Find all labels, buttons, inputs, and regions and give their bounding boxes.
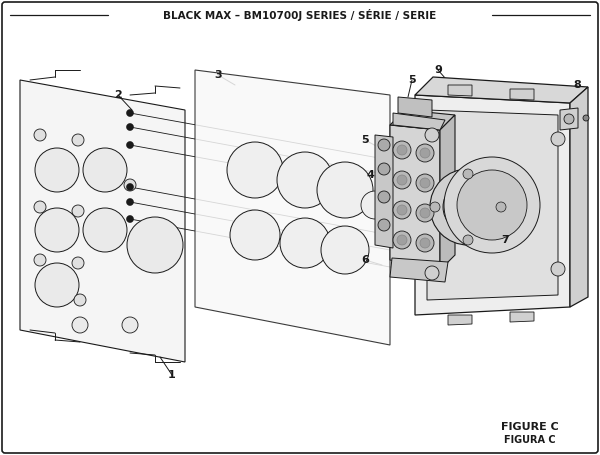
Circle shape bbox=[72, 257, 84, 269]
Polygon shape bbox=[448, 85, 472, 96]
Text: 8: 8 bbox=[573, 80, 581, 90]
Circle shape bbox=[127, 110, 133, 116]
Polygon shape bbox=[195, 70, 390, 345]
Text: 4: 4 bbox=[366, 170, 374, 180]
Circle shape bbox=[230, 210, 280, 260]
Circle shape bbox=[420, 148, 430, 158]
Polygon shape bbox=[510, 89, 534, 100]
Polygon shape bbox=[375, 135, 393, 248]
Circle shape bbox=[425, 266, 439, 280]
Circle shape bbox=[35, 263, 79, 307]
Circle shape bbox=[35, 148, 79, 192]
Circle shape bbox=[443, 182, 493, 232]
Circle shape bbox=[122, 317, 138, 333]
Text: FIGURA C: FIGURA C bbox=[504, 435, 556, 445]
Circle shape bbox=[227, 142, 283, 198]
Text: 6: 6 bbox=[361, 255, 369, 265]
Circle shape bbox=[378, 139, 390, 151]
Circle shape bbox=[127, 216, 133, 222]
Circle shape bbox=[34, 254, 46, 266]
Polygon shape bbox=[398, 97, 432, 117]
Circle shape bbox=[317, 162, 373, 218]
Circle shape bbox=[397, 145, 407, 155]
Circle shape bbox=[72, 134, 84, 146]
Circle shape bbox=[378, 191, 390, 203]
Circle shape bbox=[463, 235, 473, 245]
Circle shape bbox=[420, 208, 430, 218]
Circle shape bbox=[416, 204, 434, 222]
Circle shape bbox=[127, 198, 133, 206]
Circle shape bbox=[551, 262, 565, 276]
Circle shape bbox=[72, 205, 84, 217]
Circle shape bbox=[444, 157, 540, 253]
Circle shape bbox=[35, 208, 79, 252]
Circle shape bbox=[321, 226, 369, 274]
Circle shape bbox=[420, 238, 430, 248]
Polygon shape bbox=[570, 87, 588, 307]
Circle shape bbox=[397, 175, 407, 185]
Circle shape bbox=[393, 171, 411, 189]
Circle shape bbox=[34, 129, 46, 141]
Circle shape bbox=[420, 178, 430, 188]
Text: BLACK MAX – BM10700J SERIES / SÉRIE / SERIE: BLACK MAX – BM10700J SERIES / SÉRIE / SE… bbox=[163, 9, 437, 21]
Polygon shape bbox=[415, 77, 588, 103]
Polygon shape bbox=[440, 115, 455, 270]
Circle shape bbox=[416, 174, 434, 192]
Circle shape bbox=[124, 179, 136, 191]
Polygon shape bbox=[390, 125, 440, 270]
Circle shape bbox=[583, 115, 589, 121]
Polygon shape bbox=[560, 108, 578, 130]
Text: 2: 2 bbox=[114, 90, 122, 100]
Circle shape bbox=[457, 170, 527, 240]
Circle shape bbox=[496, 202, 506, 212]
Circle shape bbox=[72, 317, 88, 333]
Circle shape bbox=[551, 132, 565, 146]
Circle shape bbox=[83, 148, 127, 192]
Circle shape bbox=[564, 114, 574, 124]
Circle shape bbox=[416, 234, 434, 252]
Circle shape bbox=[430, 169, 506, 245]
Circle shape bbox=[74, 294, 86, 306]
Polygon shape bbox=[20, 80, 185, 362]
Circle shape bbox=[397, 205, 407, 215]
Polygon shape bbox=[390, 258, 448, 282]
Text: FIGURE C: FIGURE C bbox=[501, 422, 559, 432]
Circle shape bbox=[393, 141, 411, 159]
Circle shape bbox=[430, 202, 440, 212]
Polygon shape bbox=[427, 110, 558, 300]
Circle shape bbox=[416, 144, 434, 162]
Polygon shape bbox=[390, 110, 455, 130]
Circle shape bbox=[83, 208, 127, 252]
Circle shape bbox=[127, 217, 183, 273]
Polygon shape bbox=[393, 113, 445, 130]
Circle shape bbox=[397, 235, 407, 245]
Circle shape bbox=[393, 231, 411, 249]
Text: 7: 7 bbox=[501, 235, 509, 245]
Text: 5: 5 bbox=[361, 135, 369, 145]
Circle shape bbox=[277, 152, 333, 208]
Text: 3: 3 bbox=[214, 70, 222, 80]
Polygon shape bbox=[415, 95, 570, 315]
Circle shape bbox=[425, 128, 439, 142]
Polygon shape bbox=[510, 312, 534, 322]
Polygon shape bbox=[448, 315, 472, 325]
Text: 5: 5 bbox=[408, 75, 416, 85]
Circle shape bbox=[456, 195, 480, 219]
Circle shape bbox=[393, 201, 411, 219]
Circle shape bbox=[127, 142, 133, 148]
Circle shape bbox=[378, 163, 390, 175]
Circle shape bbox=[361, 191, 389, 219]
Circle shape bbox=[378, 219, 390, 231]
Circle shape bbox=[34, 201, 46, 213]
Circle shape bbox=[127, 183, 133, 191]
Text: 1: 1 bbox=[168, 370, 176, 380]
Text: 9: 9 bbox=[434, 65, 442, 75]
Circle shape bbox=[463, 169, 473, 179]
Circle shape bbox=[280, 218, 330, 268]
Circle shape bbox=[127, 123, 133, 131]
